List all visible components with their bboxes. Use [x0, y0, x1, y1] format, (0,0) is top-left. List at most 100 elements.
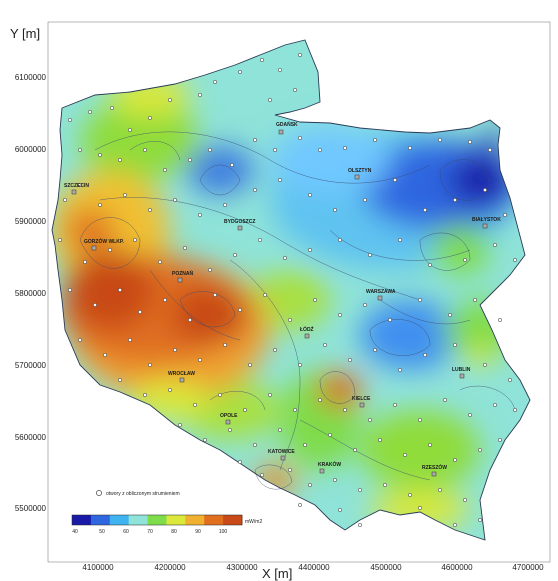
colorbar: 40 50 60 70 80 90 100 mW/m2	[71, 514, 262, 535]
borehole-marker	[478, 518, 482, 522]
borehole-marker	[333, 478, 337, 482]
y-axis-title: Y [m]	[10, 26, 40, 41]
contour-lines	[79, 131, 516, 490]
borehole-marker	[68, 288, 72, 292]
borehole-marker	[143, 393, 147, 397]
city-olsztyn: OLSZTYN	[348, 168, 372, 180]
borehole-marker	[403, 453, 407, 457]
y-tick-label: 6100000	[15, 73, 47, 82]
city-label-rzeszow: RZESZÓW	[422, 463, 447, 471]
borehole-marker	[453, 343, 457, 347]
borehole-marker	[358, 523, 362, 527]
borehole-marker	[198, 358, 202, 362]
colorbar-tick-label: 60	[123, 529, 129, 535]
city-label-gdansk: GDAŃSK	[276, 120, 298, 128]
borehole-marker	[223, 203, 227, 207]
borehole-marker	[238, 308, 242, 312]
city-label-poznan: POZNAŃ	[172, 269, 194, 277]
city-opole: OPOLE	[220, 413, 238, 425]
borehole-marker	[498, 318, 502, 322]
borehole-marker	[348, 358, 352, 362]
borehole-marker	[343, 408, 347, 412]
city-label-lublin: LUBLIN	[452, 367, 471, 373]
borehole-marker	[288, 318, 292, 322]
borehole-markers	[58, 53, 517, 527]
borehole-marker	[128, 338, 132, 342]
borehole-marker	[513, 258, 517, 262]
marker-legend: otwory z obliczonym strumieniem	[96, 490, 180, 497]
borehole-marker	[118, 158, 122, 162]
borehole-marker	[463, 498, 467, 502]
borehole-marker	[398, 368, 402, 372]
borehole-marker	[158, 260, 162, 264]
borehole-marker	[488, 148, 492, 152]
city-szczecin: SZCZECIN	[64, 183, 89, 195]
borehole-marker	[308, 193, 312, 197]
borehole-marker	[393, 178, 397, 182]
borehole-marker	[248, 363, 252, 367]
borehole-marker	[318, 398, 322, 402]
borehole-marker	[218, 393, 222, 397]
borehole-marker	[110, 106, 114, 110]
borehole-marker	[258, 238, 262, 242]
city-katowice: KATOWICE	[268, 449, 295, 461]
colorbar-tick-label: 70	[147, 529, 153, 535]
borehole-marker	[238, 460, 242, 464]
borehole-marker	[273, 148, 277, 152]
borehole-marker	[298, 136, 302, 140]
borehole-marker	[333, 208, 337, 212]
city-label-opole: OPOLE	[220, 413, 238, 419]
borehole-marker	[58, 238, 62, 242]
borehole-marker	[253, 138, 257, 142]
borehole-marker	[278, 68, 282, 72]
borehole-marker	[293, 408, 297, 412]
x-tick-label: 4100000	[82, 563, 114, 572]
borehole-marker	[483, 363, 487, 367]
borehole-marker	[223, 343, 227, 347]
borehole-marker	[188, 318, 192, 322]
colorbar-tick-label: 90	[195, 529, 201, 535]
borehole-marker	[508, 378, 512, 382]
borehole-marker	[118, 378, 122, 382]
borehole-marker	[268, 393, 272, 397]
borehole-marker	[298, 503, 302, 507]
borehole-marker	[233, 253, 237, 257]
borehole-marker	[93, 303, 97, 307]
borehole-marker	[443, 398, 447, 402]
x-tick-label: 4600000	[441, 563, 473, 572]
x-tick-label: 4300000	[226, 563, 258, 572]
y-axis-ticks: 6100000 6000000 5900000 5800000 5700000 …	[15, 73, 47, 513]
borehole-marker	[303, 443, 307, 447]
borehole-marker	[253, 443, 257, 447]
colorbar-tick-label: 40	[72, 529, 78, 535]
borehole-marker	[78, 148, 82, 152]
city-label-katowice: KATOWICE	[268, 449, 295, 455]
borehole-marker	[148, 116, 152, 120]
x-axis-title: X [m]	[262, 566, 292, 581]
city-label-wroclaw: WROCŁAW	[168, 371, 195, 377]
city-label-szczecin: SZCZECIN	[64, 183, 89, 189]
borehole-marker	[278, 178, 282, 182]
borehole-marker	[103, 353, 107, 357]
borehole-marker	[253, 188, 257, 192]
borehole-marker	[478, 448, 482, 452]
borehole-marker	[108, 248, 112, 252]
borehole-marker	[260, 473, 264, 477]
colorbar-swatch	[223, 515, 243, 525]
colorbar-swatch	[109, 515, 130, 525]
borehole-marker	[428, 443, 432, 447]
borehole-marker	[363, 303, 367, 307]
borehole-marker	[368, 418, 372, 422]
colorbar-tick-label: 50	[99, 529, 105, 535]
x-tick-label: 4700000	[512, 563, 544, 572]
city-lodz: ŁÓDŹ	[300, 325, 314, 339]
city-bydgoszcz: BYDGOSZCZ	[224, 219, 255, 231]
city-gdansk: GDAŃSK	[276, 120, 298, 135]
colorbar-swatch	[147, 515, 167, 525]
city-label-krakow: KRAKÓW	[318, 460, 341, 468]
borehole-marker	[173, 198, 177, 202]
borehole-marker	[168, 98, 172, 102]
borehole-marker	[213, 293, 217, 297]
borehole-marker	[378, 438, 382, 442]
city-lublin: LUBLIN	[452, 367, 471, 379]
